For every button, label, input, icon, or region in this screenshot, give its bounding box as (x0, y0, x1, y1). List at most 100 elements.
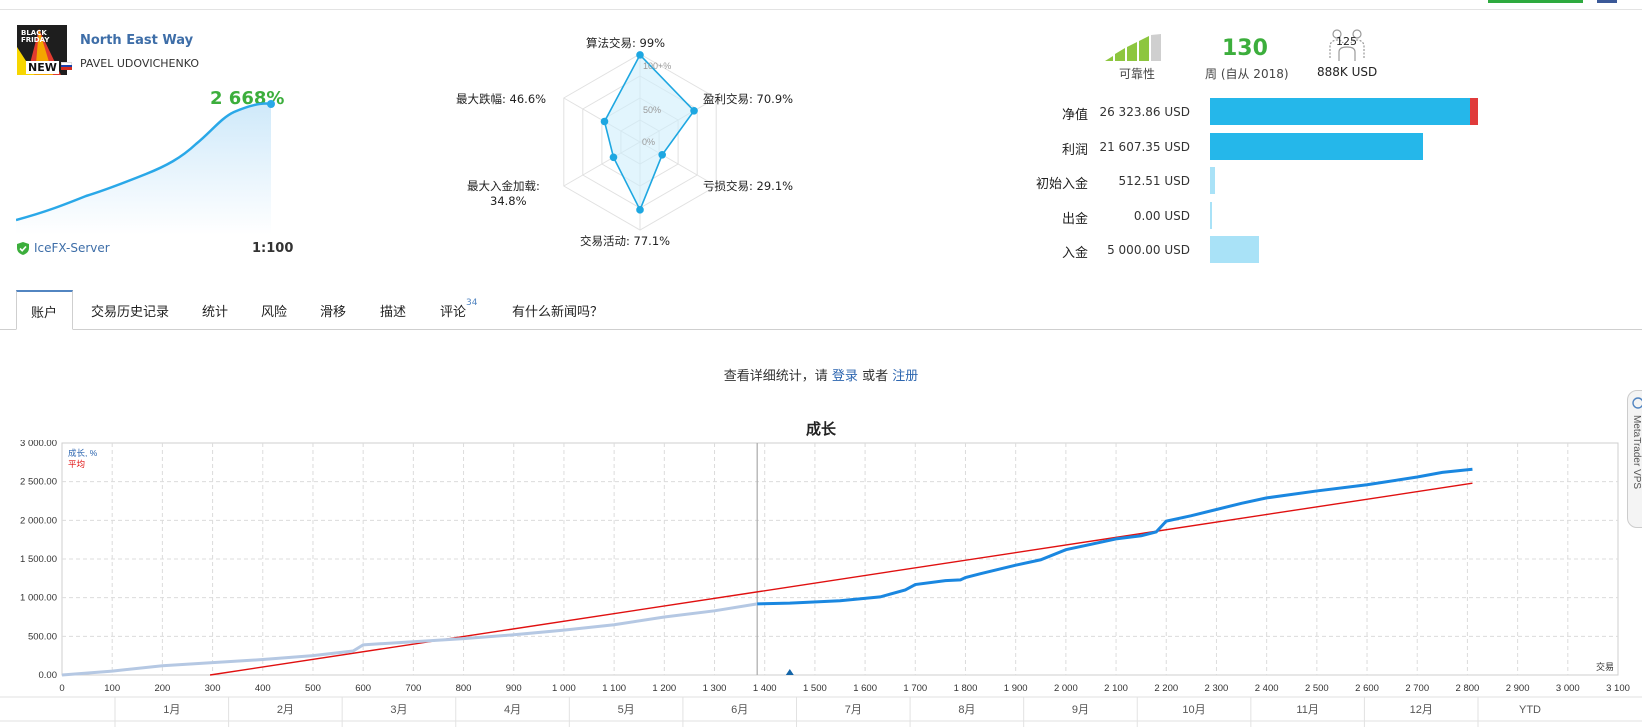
month-label: 8月 (958, 704, 975, 716)
x-tick-label: 900 (506, 683, 522, 694)
finance-label: 入金 (1061, 246, 1088, 261)
x-tick-label: 800 (456, 683, 472, 694)
radar-label-deposit-load: 最大入金加载: (467, 179, 540, 193)
x-tick-label: 2 900 (1506, 683, 1530, 694)
radar-point (600, 117, 609, 126)
login-prompt-prefix: 查看详细统计，请 (723, 369, 832, 384)
reliability-bars-icon (1105, 34, 1161, 61)
legend-growth: 成长, % (68, 448, 98, 458)
tab-news[interactable]: 有什么新闻吗？ (512, 305, 604, 320)
subscribe-button-edge[interactable] (1488, 0, 1583, 3)
y-tick-label: 1 000.00 (20, 593, 57, 604)
tab-description[interactable]: 描述 (380, 305, 407, 320)
finance-bar (1210, 236, 1260, 263)
finance-label: 初始入金 (1035, 177, 1088, 192)
leverage: 1:100 (252, 241, 294, 256)
x-tick-label: 2 500 (1305, 683, 1329, 694)
subscribers-funds: 888K USD (1317, 65, 1378, 79)
radar-label-deposit-load-value: 34.8% (490, 194, 527, 208)
author-link[interactable]: PAVEL UDOVICHENKO (80, 57, 200, 70)
growth-chart-title: 成长 (805, 420, 836, 438)
radar-point (658, 151, 666, 159)
tab-account-label: 账户 (31, 306, 58, 321)
mini-chart-line (16, 102, 272, 222)
reliability-label: 可靠性 (1119, 67, 1156, 81)
x-tick-label: 2 400 (1255, 683, 1279, 694)
tab-reviews[interactable]: 评论34 (440, 297, 478, 320)
month-label: YTD (1519, 704, 1541, 716)
finance-bar-drawdown (1470, 98, 1478, 125)
russia-flag-icon (61, 62, 72, 70)
weeks-label: 周 (自从 2018) (1205, 67, 1289, 81)
server-link[interactable]: IceFX-Server (17, 241, 110, 255)
mini-chart-endpoint (267, 100, 275, 108)
weeks-count: 130 (1222, 36, 1268, 61)
x-tick-label: 1 500 (803, 683, 827, 694)
month-label: 6月 (731, 704, 748, 716)
x-tick-label: 3 100 (1606, 683, 1630, 694)
tab-reviews-label: 评论 (440, 305, 467, 320)
y-tick-label: 0.00 (39, 670, 58, 681)
month-label: 2月 (277, 704, 294, 716)
radar-label-loss: 亏损交易: 29.1% (703, 179, 794, 193)
tab-stats[interactable]: 统计 (202, 305, 229, 320)
chart-marker (785, 669, 794, 675)
finance-label: 出金 (1061, 211, 1088, 227)
month-label: 7月 (845, 704, 862, 716)
x-tick-label: 300 (205, 683, 221, 694)
x-tick-label: 1 600 (853, 683, 877, 694)
x-tick-label: 2 000 (1054, 683, 1078, 694)
finance-value: 5 000.00 USD (1107, 243, 1190, 257)
server-name: IceFX-Server (34, 241, 110, 255)
x-tick-label: 600 (355, 683, 371, 694)
x-tick-label: 1 400 (753, 683, 777, 694)
tab-risk[interactable]: 风险 (261, 305, 288, 320)
y-tick-label: 500.00 (28, 631, 57, 642)
login-link[interactable]: 登录 (831, 369, 858, 384)
x-tick-label: 200 (154, 683, 170, 694)
x-tick-label: 2 100 (1104, 683, 1128, 694)
x-tick-label: 400 (255, 683, 271, 694)
radar-point (690, 107, 698, 115)
finance-value: 0.00 USD (1133, 208, 1190, 223)
radar-value-area (603, 53, 696, 212)
growth-chart: 0 100 200 300 400 500 600 700 800 900 1 000 1 100 1 … (0, 440, 1642, 727)
vps-widget-label: MetaTrader VPS (1631, 397, 1642, 489)
tab-history[interactable]: 交易历史记录 (91, 305, 170, 320)
x-tick-label: 3 000 (1556, 683, 1580, 694)
logo-badge: NEW (26, 61, 59, 74)
month-label: 5月 (618, 704, 635, 716)
x-tick-label: 2 800 (1456, 683, 1480, 694)
y-tick-label: 3 000.00 (20, 440, 57, 449)
series-average-line (209, 482, 1473, 676)
share-button-edge[interactable] (1597, 0, 1617, 3)
signal-logo[interactable]: BLACK FRIDAY NEW (17, 25, 67, 75)
vps-side-widget[interactable]: MetaTrader VPS (1627, 390, 1642, 528)
login-prompt: 查看详细统计，请 登录 或者 注册 (0, 365, 1642, 384)
x-tick-label: 1 300 (703, 683, 727, 694)
x-tick-label: 0 (59, 683, 64, 694)
tab-slippage[interactable]: 滑移 (320, 305, 347, 320)
reviews-count-badge: 34 (466, 297, 478, 308)
x-tick-label: 1 700 (903, 683, 927, 694)
radar-label-algo: 算法交易: 99% (586, 36, 666, 50)
signal-name-link[interactable]: North East Way (80, 33, 194, 48)
month-label: 12月 (1410, 704, 1433, 716)
subscribers-icon (1329, 29, 1365, 61)
tab-account[interactable]: 账户 (16, 290, 73, 330)
x-tick-label: 100 (104, 683, 120, 694)
x-tick-label: 700 (405, 683, 421, 694)
radar-label-profit: 盈利交易: 70.9% (703, 92, 794, 106)
finance-value: 512.51 USD (1118, 174, 1190, 188)
y-tick-label: 1 500.00 (20, 554, 57, 565)
logo-text: BLACK FRIDAY (21, 29, 50, 44)
x-tick-label: 1 000 (552, 683, 576, 694)
finance-value: 26 323.86 USD (1099, 105, 1190, 119)
series-growth-line (757, 467, 1473, 606)
register-link[interactable]: 注册 (892, 369, 919, 384)
mini-chart-area (16, 103, 271, 235)
radar-chart: 100+% 50% 0% (563, 51, 717, 231)
top-divider (0, 9, 1642, 10)
radar-label-activity: 交易活动: 77.1% (580, 234, 671, 248)
radar-scale-mid: 50% (643, 105, 661, 115)
